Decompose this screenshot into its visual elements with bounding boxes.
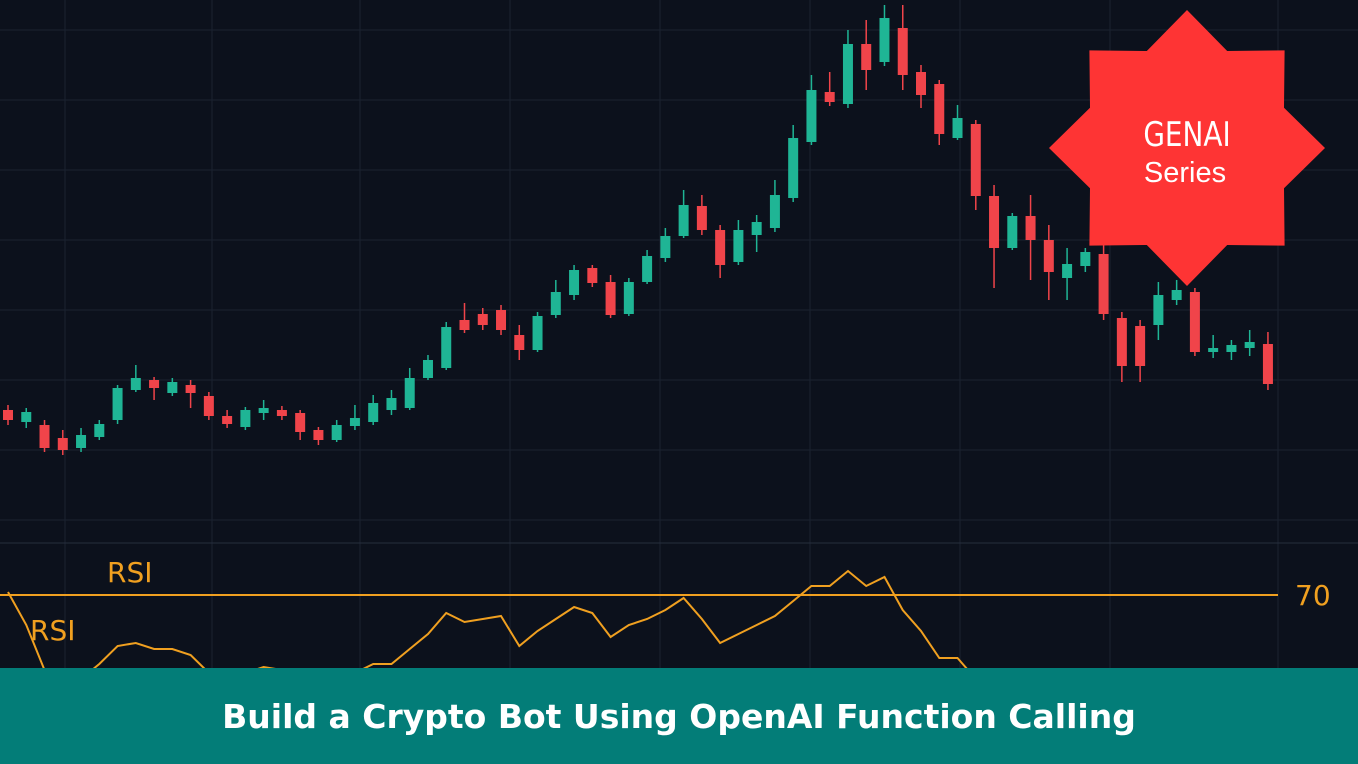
candle-body — [769, 195, 780, 228]
candle-body — [1226, 345, 1237, 352]
candle-body — [532, 316, 543, 350]
candle-body — [130, 378, 141, 390]
candle-body — [313, 430, 324, 440]
candle-body — [550, 292, 561, 315]
candle-body — [441, 327, 452, 368]
candle-body — [222, 416, 233, 424]
candle-body — [696, 206, 707, 230]
candle-body — [678, 205, 689, 236]
candle-body — [167, 382, 178, 393]
candle-body — [3, 410, 13, 420]
rsi-title: RSI — [107, 556, 153, 589]
candle-body — [21, 412, 32, 422]
candle-body — [569, 270, 580, 295]
candle-body — [1098, 254, 1109, 314]
candle-body — [1208, 348, 1219, 352]
candle-body — [1153, 295, 1164, 325]
candle-body — [1189, 292, 1200, 352]
candle-body — [824, 92, 835, 102]
candle-body — [240, 410, 251, 427]
candle-body — [751, 222, 762, 235]
badge-star — [1049, 10, 1325, 286]
candle-body — [952, 118, 963, 138]
candle-body — [842, 44, 853, 104]
badge-line2: Series — [1144, 157, 1226, 189]
candle-body — [203, 396, 214, 416]
candle-body — [258, 408, 269, 413]
rsi-line — [7, 569, 977, 693]
candle-body — [806, 90, 817, 142]
candle-body — [368, 403, 379, 422]
candle-body — [1025, 216, 1036, 240]
candle-body — [514, 335, 525, 350]
candle-body — [1062, 264, 1073, 278]
candle-body — [404, 378, 415, 408]
candle-body — [496, 310, 507, 330]
badge: GENAI Series — [1049, 10, 1325, 286]
candle-body — [660, 236, 671, 258]
candle-body — [349, 418, 360, 426]
candle-body — [185, 385, 196, 393]
candle-body — [1043, 240, 1054, 272]
candle-body — [989, 196, 1000, 248]
candle-body — [970, 124, 981, 196]
badge-line1: GENAI — [1143, 115, 1230, 154]
candle-body — [715, 230, 726, 265]
candle-body — [1135, 326, 1146, 366]
title-banner: Build a Crypto Bot Using OpenAI Function… — [0, 668, 1358, 764]
candle-body — [295, 413, 306, 432]
candle-body — [587, 268, 598, 283]
candle-body — [276, 410, 287, 416]
candle-body — [1116, 318, 1127, 366]
candle-body — [623, 282, 634, 314]
candle-body — [57, 438, 68, 450]
candle-body — [149, 380, 160, 388]
candle-body — [642, 256, 653, 282]
rsi-legend: RSI — [30, 614, 76, 647]
candle-body — [1007, 216, 1018, 248]
candle-body — [1171, 290, 1182, 300]
candle-body — [1244, 342, 1255, 348]
candle-body — [916, 72, 926, 95]
candle-body — [76, 435, 87, 448]
candle-body — [39, 425, 50, 448]
candle-body — [934, 84, 945, 134]
y-tick-label: 70 — [1295, 579, 1331, 612]
candle-body — [897, 28, 908, 75]
candle-body — [422, 360, 433, 378]
candle-body — [605, 282, 616, 315]
candle-body — [733, 230, 744, 262]
candle-body — [1262, 344, 1273, 384]
candle-body — [94, 424, 105, 437]
banner-title: Build a Crypto Bot Using OpenAI Function… — [222, 696, 1136, 736]
candle-body — [112, 388, 123, 420]
candle-body — [879, 18, 890, 62]
candle-body — [788, 138, 799, 198]
candle-body — [1080, 252, 1091, 266]
candle-body — [861, 44, 872, 70]
candle-body — [331, 425, 342, 440]
candle-body — [459, 320, 470, 330]
candle-body — [477, 314, 488, 325]
candle-body — [386, 398, 397, 410]
